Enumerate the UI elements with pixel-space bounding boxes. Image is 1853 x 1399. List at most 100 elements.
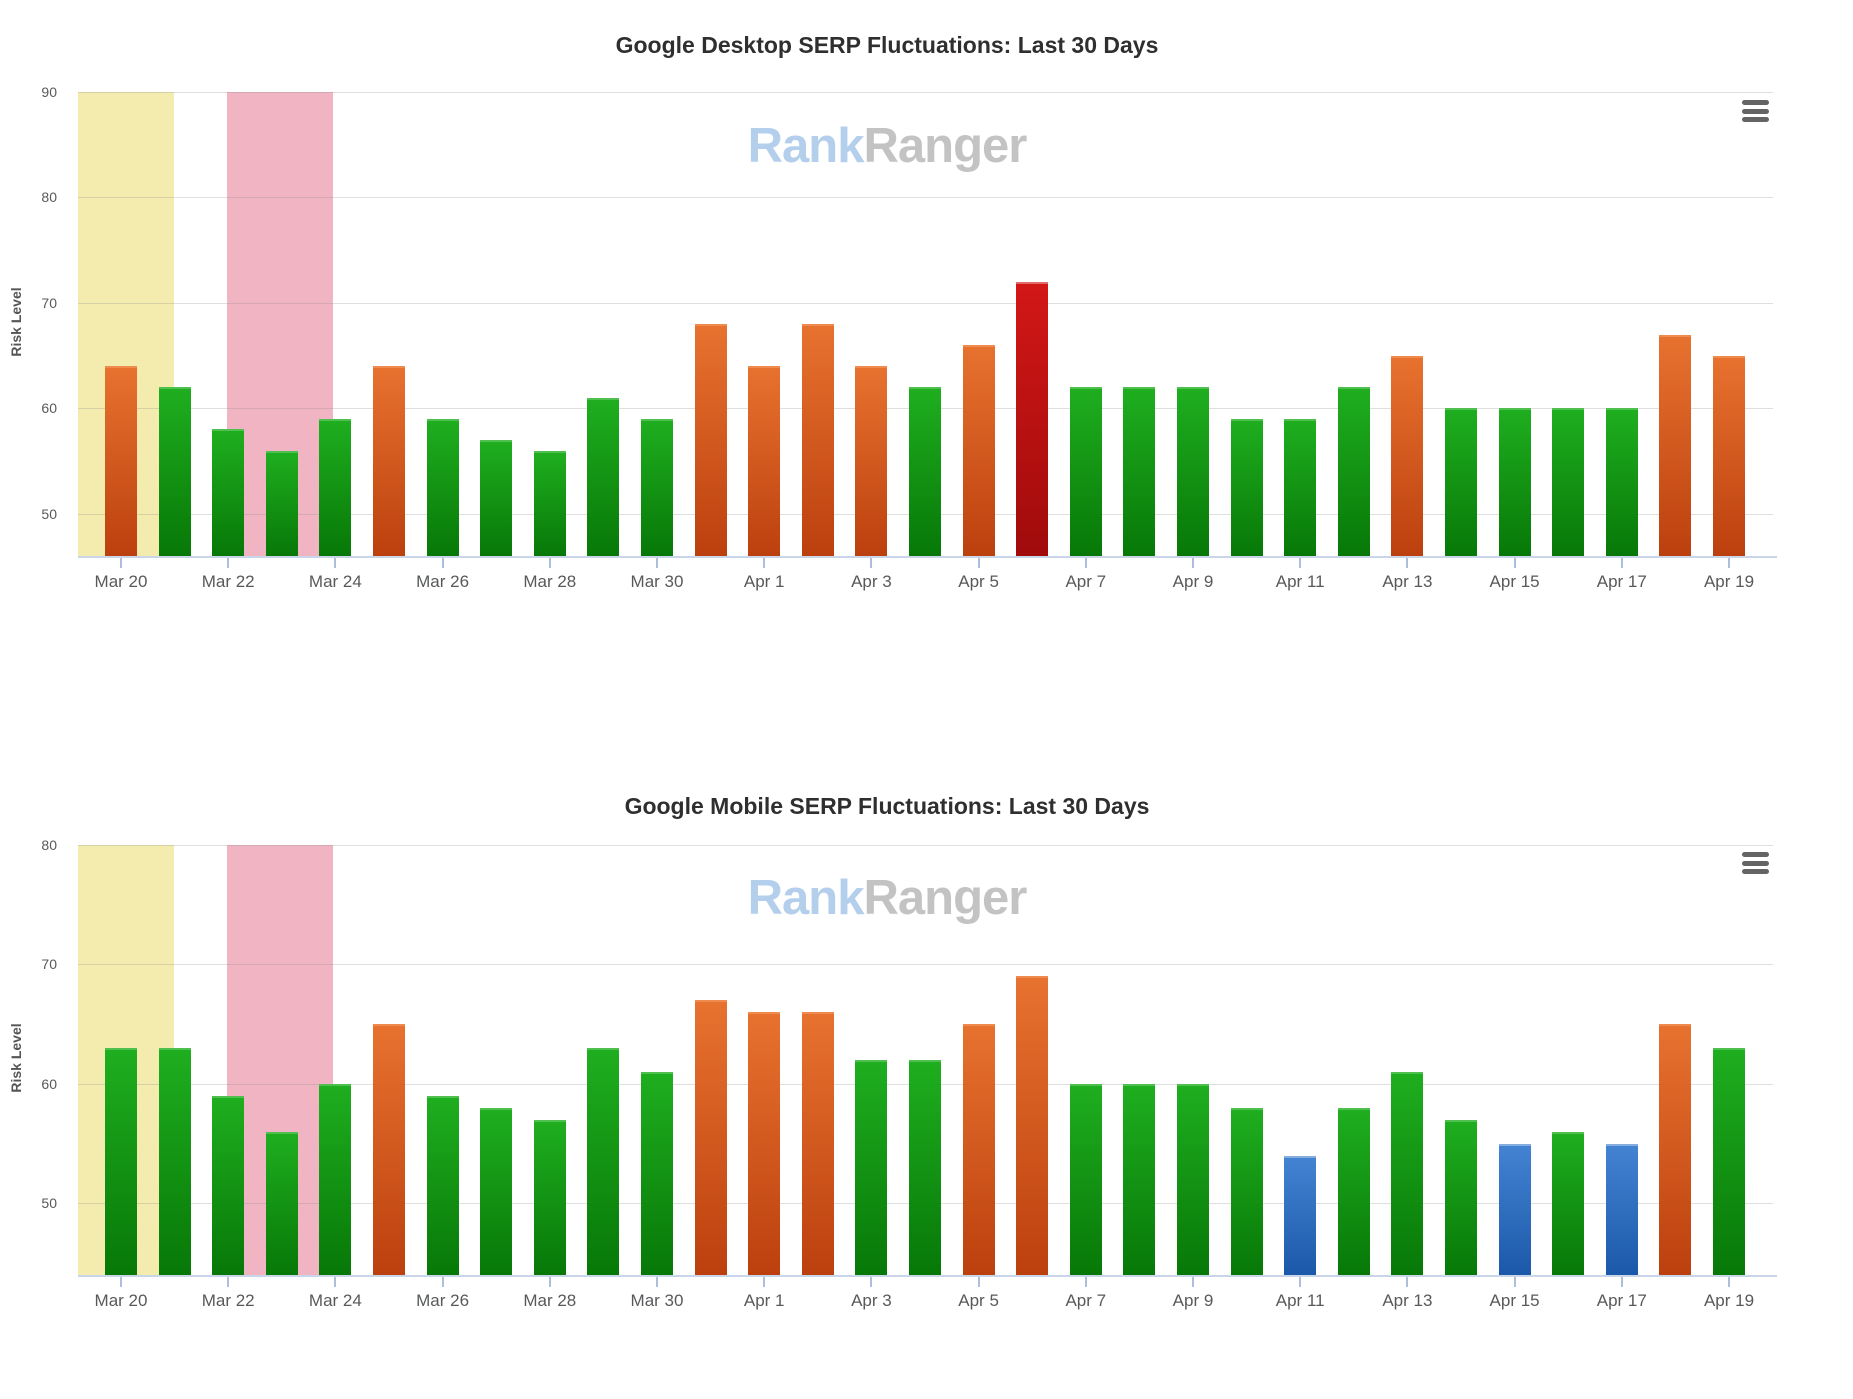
chart-bar-mar-29[interactable] — [587, 397, 620, 556]
chart-bar-apr-15[interactable] — [1498, 408, 1531, 556]
chart-bar-apr-16[interactable] — [1552, 1131, 1585, 1275]
chart-bar-mar-24[interactable] — [319, 418, 352, 556]
chart-bar-apr-11[interactable] — [1284, 418, 1317, 556]
x-axis-tick-label: Apr 9 — [1172, 572, 1214, 591]
chart-bar-apr-12[interactable] — [1337, 1107, 1370, 1275]
chart-bar-mar-23[interactable] — [265, 1131, 298, 1275]
chart-bar-apr-15[interactable] — [1498, 1143, 1531, 1275]
chart-bar-apr-17[interactable] — [1605, 408, 1638, 556]
chart-bar-apr-7[interactable] — [1069, 1083, 1102, 1275]
y-axis-tick-label: 50 — [41, 505, 57, 522]
chart-bar-apr-9[interactable] — [1177, 387, 1209, 556]
chart-bar-apr-8[interactable] — [1123, 387, 1156, 556]
y-gridline — [78, 964, 1773, 966]
chart-bar-mar-21[interactable] — [158, 387, 191, 556]
chart-bar-apr-2[interactable] — [801, 1012, 834, 1275]
x-axis-tick — [1728, 558, 1730, 568]
x-axis-tick-label: Apr 7 — [1065, 572, 1107, 591]
y-axis-tick-label: 90 — [41, 84, 57, 100]
x-axis-tick — [548, 558, 551, 568]
x-axis-tick — [656, 558, 658, 568]
chart-bar-apr-16[interactable] — [1552, 408, 1585, 556]
chart-bar-mar-25[interactable] — [373, 366, 405, 556]
chart-bar-apr-6[interactable] — [1016, 281, 1049, 556]
chart-bar-apr-10[interactable] — [1230, 418, 1263, 556]
watermark-ranger: Ranger — [863, 871, 1028, 925]
chart-bar-apr-7[interactable] — [1069, 387, 1102, 556]
chart-bar-apr-12[interactable] — [1337, 387, 1370, 556]
chart-bar-mar-31[interactable] — [694, 1000, 727, 1275]
x-axis-tick-label: Mar 20 — [94, 1291, 148, 1310]
chart-bar-apr-17[interactable] — [1605, 1143, 1638, 1275]
y-gridline — [78, 845, 1773, 846]
x-axis-tick-label: Apr 11 — [1275, 572, 1325, 591]
chart-bar-apr-10[interactable] — [1230, 1107, 1263, 1275]
x-axis-tick-label: Apr 3 — [851, 1291, 892, 1310]
chart-bar-apr-5[interactable] — [962, 345, 995, 556]
chart-bar-mar-26[interactable] — [426, 418, 459, 556]
chart-export-menu-button[interactable] — [1742, 100, 1769, 122]
chart-bar-mar-22[interactable] — [212, 1095, 245, 1275]
chart-bar-apr-18[interactable] — [1659, 1024, 1692, 1275]
x-axis-tick-label: Mar 30 — [630, 1291, 684, 1310]
chart-bar-apr-3[interactable] — [855, 1060, 888, 1275]
y-axis-tick-label: 60 — [41, 400, 57, 417]
chart-bar-apr-19[interactable] — [1713, 355, 1745, 556]
x-axis-tick — [548, 1277, 551, 1287]
chart-bar-mar-30[interactable] — [641, 1071, 673, 1275]
chart-bar-mar-23[interactable] — [265, 450, 298, 556]
x-axis-tick — [120, 1277, 122, 1287]
chart-bar-mar-26[interactable] — [426, 1095, 459, 1275]
chart-bar-mar-24[interactable] — [319, 1083, 352, 1275]
x-axis-tick — [870, 558, 873, 568]
x-axis-line — [78, 1275, 1777, 1277]
y-axis-title: Risk Level — [8, 287, 24, 357]
x-axis-tick-label: Mar 28 — [523, 572, 577, 591]
x-axis-tick-label: Mar 24 — [308, 572, 362, 591]
y-axis-tick-label: 70 — [41, 294, 57, 311]
x-axis-tick — [763, 1277, 766, 1287]
chart-bar-apr-8[interactable] — [1123, 1083, 1156, 1275]
chart-bar-mar-22[interactable] — [212, 429, 245, 556]
chart-bar-apr-4[interactable] — [909, 1060, 941, 1275]
x-axis-tick-label: Apr 19 — [1703, 1291, 1755, 1310]
chart-bar-mar-20[interactable] — [105, 366, 137, 556]
y-axis-tick-label: 50 — [41, 1195, 57, 1212]
chart-bar-mar-20[interactable] — [105, 1048, 137, 1275]
x-axis-tick — [1728, 1277, 1730, 1287]
y-axis-tick-label: 60 — [41, 1075, 57, 1092]
chart-bar-apr-5[interactable] — [962, 1024, 995, 1275]
chart-bar-mar-27[interactable] — [480, 440, 513, 556]
chart-bar-apr-2[interactable] — [801, 324, 834, 556]
chart-bar-apr-1[interactable] — [748, 366, 781, 556]
chart-bar-apr-14[interactable] — [1445, 408, 1477, 556]
chart-bar-apr-13[interactable] — [1391, 355, 1424, 556]
chart-bar-mar-28[interactable] — [533, 1119, 566, 1275]
chart-bar-mar-21[interactable] — [158, 1048, 191, 1275]
chart-title-desktop: Google Desktop SERP Fluctuations: Last 3… — [615, 32, 1159, 58]
x-axis-tick — [977, 1277, 980, 1287]
chart-bar-mar-25[interactable] — [373, 1024, 405, 1275]
y-gridline — [78, 92, 1773, 93]
chart-bar-mar-28[interactable] — [533, 450, 566, 556]
chart-bar-mar-29[interactable] — [587, 1048, 620, 1275]
hamburger-menu-icon — [1742, 869, 1769, 874]
chart-export-menu-button[interactable] — [1742, 852, 1769, 874]
chart-bar-apr-11[interactable] — [1284, 1155, 1317, 1275]
hamburger-menu-icon — [1742, 860, 1769, 866]
chart-bar-apr-14[interactable] — [1445, 1119, 1477, 1275]
chart-bar-apr-3[interactable] — [855, 366, 888, 556]
chart-bar-apr-4[interactable] — [909, 387, 941, 556]
chart-bar-mar-30[interactable] — [641, 418, 673, 556]
chart-bar-apr-9[interactable] — [1177, 1083, 1209, 1275]
chart-bar-apr-13[interactable] — [1391, 1071, 1424, 1275]
chart-bar-apr-19[interactable] — [1713, 1048, 1745, 1275]
chart-bar-apr-6[interactable] — [1016, 976, 1049, 1275]
x-axis-tick — [1299, 558, 1302, 568]
chart-bar-mar-27[interactable] — [480, 1107, 513, 1275]
chart-bar-apr-1[interactable] — [748, 1012, 781, 1275]
chart-bar-apr-18[interactable] — [1659, 334, 1692, 556]
x-axis-tick — [656, 1277, 658, 1287]
chart-bar-mar-31[interactable] — [694, 324, 727, 556]
